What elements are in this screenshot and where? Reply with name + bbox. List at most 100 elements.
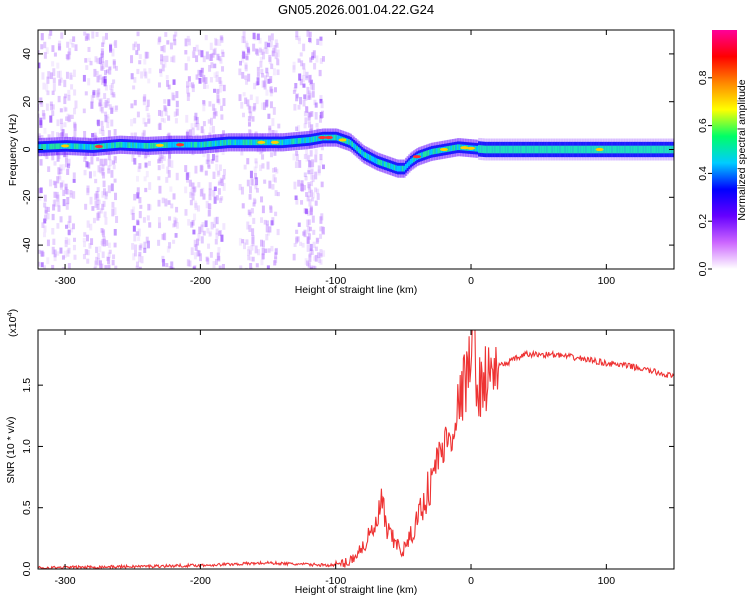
noise-point [188,179,192,187]
noise-point [157,176,161,181]
noise-point [157,109,161,116]
ridge-core [119,141,122,148]
noise-point [241,35,245,44]
noise-point [49,104,53,111]
noise-point [170,160,174,168]
noise-point [107,252,111,258]
ridge-core [658,145,661,154]
noise-point [185,131,189,140]
noise-point [160,59,164,65]
noise-point [303,172,307,178]
noise-point [269,152,273,158]
noise-point [208,132,212,138]
ridge-core [351,141,354,148]
noise-point [133,158,137,165]
ridge-core [367,153,370,160]
noise-point [101,238,105,247]
noise-point [292,253,296,261]
noise-point [314,149,318,155]
ridge-core [122,141,125,148]
ridge-core [581,145,585,154]
ridge-core [252,139,255,146]
noise-point [133,233,137,242]
noise-point [309,208,313,216]
colorbar: 0.00.20.40.60.8 Normalized spectral ampl… [697,30,748,276]
ridge-core [227,139,231,146]
ridge-core [508,145,512,154]
ridge-core [284,139,288,145]
noise-point [313,266,317,269]
noise-point [309,267,313,269]
colorbar-tick-label: 0.6 [697,118,709,133]
noise-point [263,268,267,269]
noise-point [310,197,314,202]
noise-point [98,260,102,269]
ridge-core [476,145,479,152]
noise-point [315,122,319,128]
ridge-core [315,135,318,142]
noise-point [98,246,102,253]
noise-point [102,200,106,207]
x-tick-label: -300 [55,275,76,287]
noise-point [292,65,296,73]
ridge-core [208,141,211,147]
noise-point [88,243,92,249]
ridge-core [193,141,197,148]
noise-point [251,241,255,247]
noise-point [191,84,195,93]
ridge-core [268,139,271,146]
noise-point [158,36,162,43]
noise-point [40,262,44,268]
noise-point [113,178,117,183]
noise-point [265,233,269,241]
noise-point [51,153,55,161]
noise-point [299,78,303,86]
noise-point [41,109,45,117]
noise-point [141,132,145,138]
ridge-core [221,139,224,146]
ridge-core [564,145,567,154]
noise-point [254,184,258,190]
noise-point [65,153,69,158]
ridge-core [627,145,630,154]
noise-point [317,165,321,174]
noise-point [309,248,313,255]
ridge-core [638,145,642,154]
noise-point [261,73,265,78]
noise-point [56,155,60,162]
noise-point [272,167,276,173]
noise-point [160,117,164,122]
ridge-core [307,137,310,143]
ridge-core [393,164,396,171]
noise-point [70,84,74,90]
noise-point [96,93,100,100]
x-tick-label: -300 [55,575,76,587]
noise-point [212,189,216,197]
noise-point [220,35,224,41]
noise-point [157,82,161,88]
noise-point [202,105,206,112]
noise-point [51,246,55,255]
ridge-core [486,145,489,154]
noise-point [215,152,219,157]
ridge-core [353,142,356,149]
ridge-core [562,145,565,154]
noise-point [308,226,312,232]
noise-point [188,129,192,138]
ridge-core [218,140,221,147]
noise-point [192,229,196,235]
noise-point [102,36,106,45]
noise-point [52,83,56,92]
noise-point [135,175,139,182]
noise-point [246,158,250,165]
noise-point [243,164,247,170]
ridge-core [185,141,188,148]
noise-point [85,65,89,70]
noise-point [146,99,150,107]
noise-point [269,205,273,210]
ridge-core [286,139,289,145]
ridge-core [453,144,456,151]
noise-point [268,127,272,136]
y-tick-label: 1.5 [21,378,33,393]
ridge-core [206,141,210,148]
